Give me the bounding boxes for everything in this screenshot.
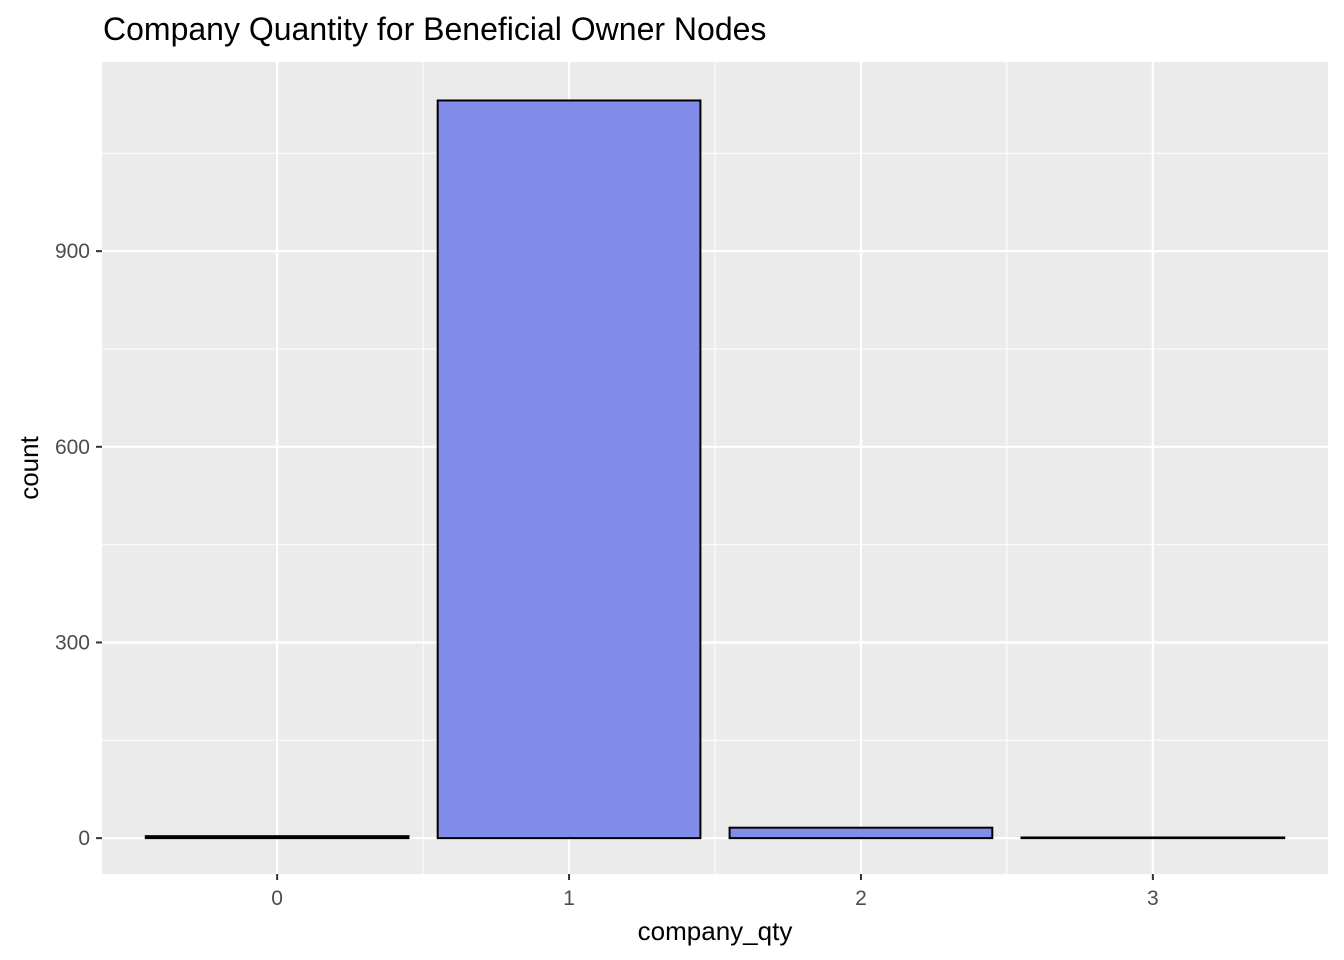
y-tick-label: 0 [78,827,90,850]
x-tick-label: 3 [1147,887,1159,910]
y-axis-title: count [14,435,44,499]
chart-title: Company Quantity for Beneficial Owner No… [103,11,766,47]
x-axis-title: company_qty [638,916,793,946]
x-axis-ticks: 0 1 2 3 [271,874,1159,910]
y-tick-label: 900 [55,240,90,263]
bar-1 [436,99,702,840]
bar-0 [144,835,410,840]
y-tick-label: 300 [55,631,90,654]
bars [144,99,1286,840]
bar-3 [1020,836,1286,840]
x-tick-label: 2 [855,887,867,910]
x-tick-label: 0 [271,887,283,910]
minor-gridlines [102,62,1328,874]
y-axis-ticks: 0 300 600 900 [55,240,102,850]
y-tick-label: 600 [55,436,90,459]
x-tick-label: 1 [563,887,575,910]
bar-2 [728,826,994,840]
